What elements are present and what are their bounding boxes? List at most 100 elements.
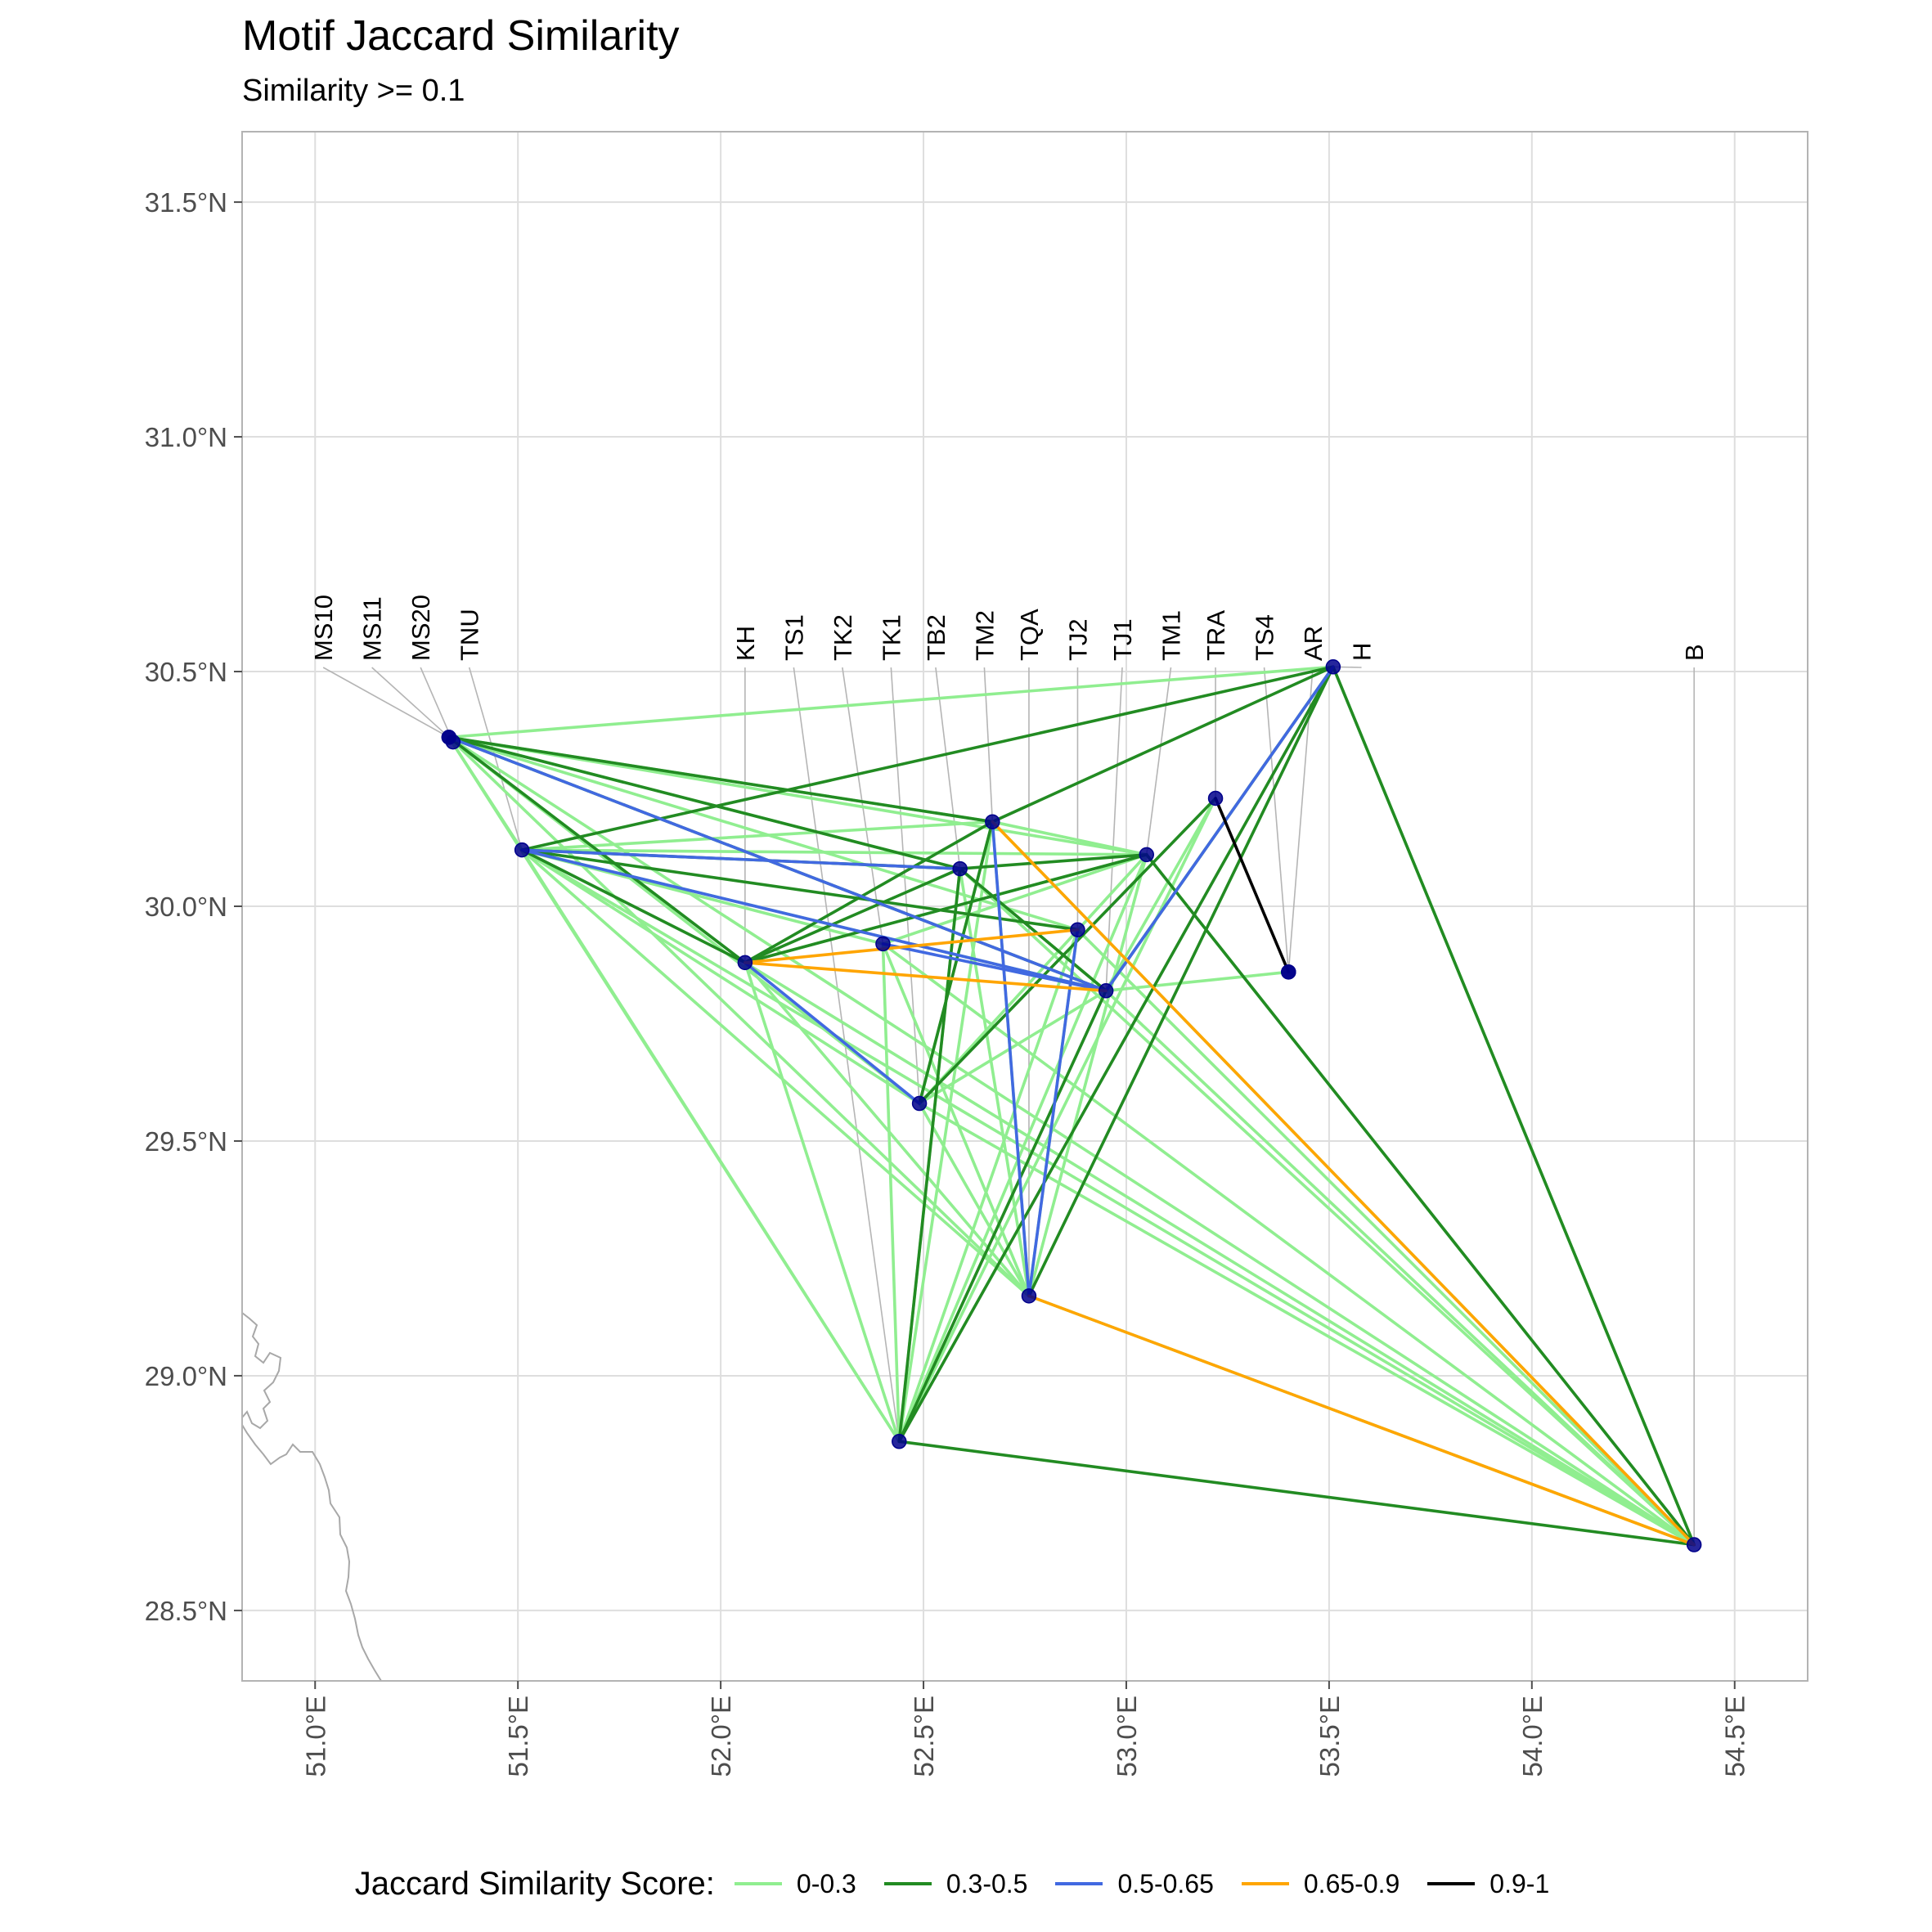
label-leader-tb2 bbox=[935, 667, 961, 869]
site-point-tb2 bbox=[952, 860, 968, 877]
edge-tnu-tj1 bbox=[520, 848, 1108, 993]
legend-item-0.9-1: 0.9-1 bbox=[1427, 1869, 1549, 1899]
edge-tj1-b bbox=[1104, 989, 1696, 1547]
edge-tk1-tra bbox=[918, 797, 1217, 1105]
x-tick-label: 51.0°E bbox=[300, 1696, 330, 1777]
site-point-ar bbox=[1281, 964, 1296, 980]
site-label-tk1: TK1 bbox=[877, 614, 905, 661]
site-points bbox=[441, 659, 1702, 1552]
edge-tb2-tj1 bbox=[958, 867, 1108, 993]
edge-tnu-tm1 bbox=[520, 848, 1148, 856]
grid-lines bbox=[242, 132, 1808, 1681]
edge-kh-ts1 bbox=[744, 961, 901, 1444]
site-point-tqa bbox=[1021, 1288, 1037, 1304]
legend-title: Jaccard Similarity Score: bbox=[354, 1865, 715, 1902]
label-leader-tnu bbox=[468, 667, 523, 851]
site-point-tj2 bbox=[1070, 922, 1085, 937]
site-label-ts1: TS1 bbox=[780, 614, 808, 661]
edge-tnu-tk1 bbox=[520, 848, 921, 1105]
x-tick-label: 53.5°E bbox=[1314, 1696, 1345, 1777]
site-label-kh: KH bbox=[731, 626, 760, 661]
site-label-ms20: MS20 bbox=[407, 595, 435, 661]
edge-tqa-tj2 bbox=[1027, 928, 1080, 1298]
legend-swatch-0.3-0.5 bbox=[883, 1882, 932, 1885]
x-tick-label: 53.0°E bbox=[1112, 1696, 1142, 1777]
site-label-tqa: TQA bbox=[1015, 609, 1044, 661]
site-label-ar: AR bbox=[1299, 626, 1328, 661]
edge-ts1-h bbox=[897, 665, 1335, 1444]
site-label-tj2: TJ2 bbox=[1063, 618, 1092, 661]
label-leader-tj1 bbox=[1105, 667, 1123, 991]
legend-label-0.65-0.9: 0.65-0.9 bbox=[1303, 1868, 1400, 1898]
legend-item-0.3-0.5: 0.3-0.5 bbox=[883, 1869, 1027, 1899]
edge-ms11-kh bbox=[447, 735, 747, 964]
site-point-tm2 bbox=[985, 814, 1000, 829]
legend-swatch-0.9-1 bbox=[1427, 1882, 1476, 1885]
edge-tm2-b bbox=[991, 820, 1696, 1547]
site-label-ts4: TS4 bbox=[1251, 614, 1279, 661]
edge-tm2-tqa bbox=[991, 820, 1031, 1298]
edge-kh-tqa bbox=[744, 961, 1031, 1298]
edge-ts1-tm1 bbox=[897, 853, 1148, 1444]
edge-tm2-h bbox=[991, 665, 1335, 824]
edge-tk1-tj1 bbox=[918, 989, 1108, 1105]
edge-kh-tj2 bbox=[744, 928, 1080, 964]
edge-h-b bbox=[1332, 665, 1696, 1547]
coastline bbox=[241, 1312, 382, 1682]
edge-tk1-tm1 bbox=[918, 853, 1148, 1105]
y-tick-label: 29.0°N bbox=[145, 1361, 227, 1391]
edge-ms11-tj1 bbox=[447, 735, 1108, 993]
site-label-tm2: TM2 bbox=[970, 610, 999, 661]
edge-tm1-b bbox=[1144, 853, 1696, 1547]
site-point-tk2 bbox=[875, 936, 891, 952]
x-tick-label: 54.0°E bbox=[1517, 1696, 1548, 1777]
site-point-tk1 bbox=[911, 1095, 928, 1112]
label-leader-ts4 bbox=[1263, 667, 1290, 973]
edge-tnu-ts1 bbox=[520, 848, 901, 1444]
y-tick-label: 30.5°N bbox=[145, 657, 227, 687]
site-point-tra bbox=[1207, 790, 1224, 806]
edge-tnu-tb2 bbox=[520, 848, 962, 870]
edge-tj1-ar bbox=[1104, 970, 1291, 993]
site-point-tnu bbox=[514, 842, 530, 858]
edge-tj1-h bbox=[1104, 665, 1335, 993]
legend-item-0.5-0.65: 0.5-0.65 bbox=[1055, 1868, 1214, 1899]
edge-kh-tj1 bbox=[744, 961, 1108, 993]
edge-ms11-tqa bbox=[447, 735, 1031, 1298]
edge-tnu-h bbox=[520, 665, 1335, 851]
site-label-tb2: TB2 bbox=[922, 614, 950, 661]
site-label-b: B bbox=[1680, 644, 1709, 661]
edge-kh-tk1 bbox=[744, 961, 921, 1105]
site-point-h bbox=[1325, 659, 1341, 675]
edge-tk2-tm1 bbox=[881, 853, 1148, 946]
label-leader-ms20 bbox=[420, 667, 454, 743]
y-axis: 28.5°N 29.0°N 29.5°N 30.0°N 30.5°N 31.0°N 31.5… bbox=[145, 187, 242, 1626]
edge-ts1-tj2 bbox=[897, 928, 1080, 1444]
edge-ms11-tm2 bbox=[447, 735, 995, 824]
legend-label-0.9-1: 0.9-1 bbox=[1489, 1868, 1550, 1898]
edge-tnu-tqa bbox=[520, 848, 1031, 1298]
similarity-edges bbox=[447, 665, 1696, 1547]
label-leader-ts1 bbox=[793, 667, 901, 1442]
edge-tnu-b bbox=[520, 848, 1696, 1547]
legend-label-0.5-0.65: 0.5-0.65 bbox=[1117, 1868, 1214, 1898]
y-tick-label: 29.5°N bbox=[145, 1126, 227, 1157]
site-point-ts1 bbox=[892, 1434, 907, 1449]
edge-tqa-h bbox=[1027, 665, 1335, 1298]
label-leader-tm1 bbox=[1145, 667, 1172, 855]
site-point-b bbox=[1686, 1537, 1702, 1552]
edge-ts1-b bbox=[897, 1440, 1696, 1547]
edge-tj2-b bbox=[1076, 928, 1696, 1547]
edge-tb2-tm1 bbox=[958, 853, 1148, 870]
legend-swatch-0.65-0.9 bbox=[1241, 1882, 1289, 1885]
legend-label-0-0.3: 0-0.3 bbox=[796, 1868, 856, 1898]
y-tick-label: 30.0°N bbox=[145, 892, 227, 922]
legend-item-0.65-0.9: 0.65-0.9 bbox=[1241, 1868, 1400, 1899]
edge-kh-tm2 bbox=[744, 820, 995, 964]
y-tick-label: 31.0°N bbox=[145, 422, 227, 452]
edge-tra-ar bbox=[1214, 797, 1291, 974]
site-point-ms20 bbox=[445, 734, 461, 750]
edge-ts1-tj1 bbox=[897, 989, 1108, 1444]
site-point-tj1 bbox=[1098, 983, 1114, 999]
